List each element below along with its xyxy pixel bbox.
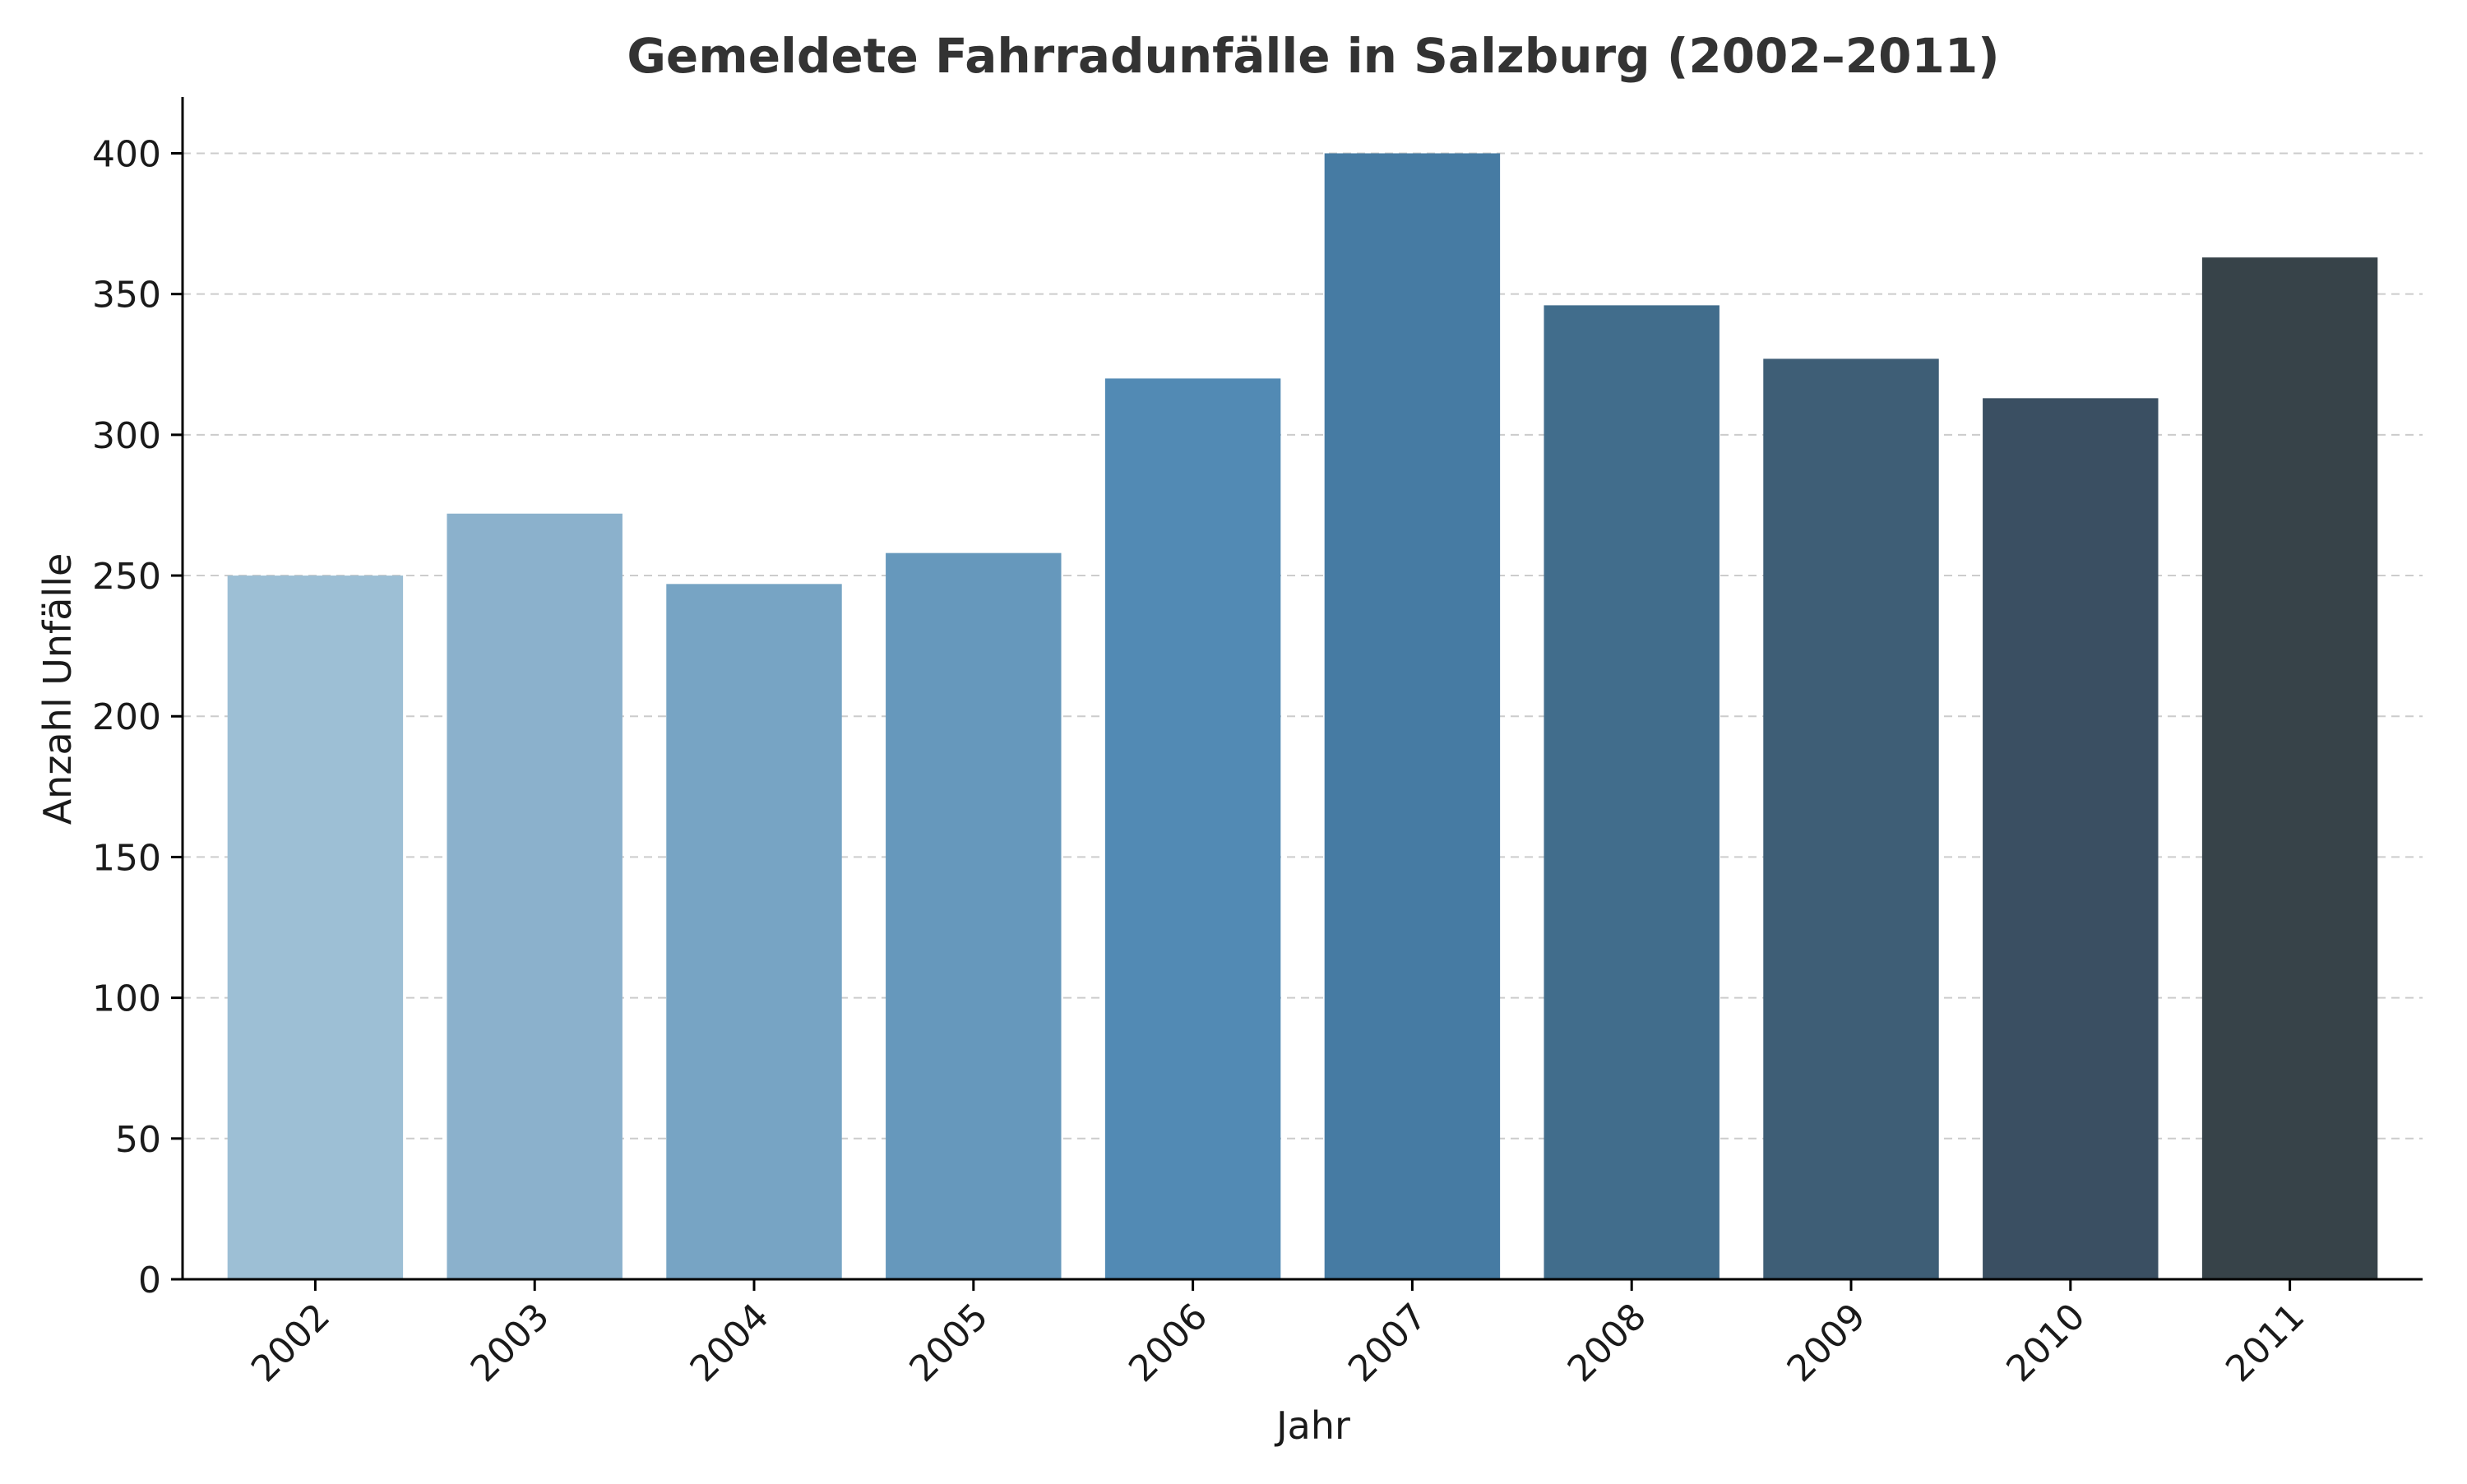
y-tick-label-150: 150: [92, 837, 161, 879]
bar-2006: [1104, 378, 1281, 1279]
bar-2007: [1324, 153, 1501, 1279]
y-tick-label-250: 250: [92, 556, 161, 598]
bars: [227, 153, 2378, 1280]
y-tick-label-100: 100: [92, 978, 161, 1020]
y-tick-label-350: 350: [92, 275, 161, 317]
x-axis-label: Jahr: [1274, 1403, 1350, 1448]
bar-2005: [886, 552, 1062, 1279]
y-tick-label-400: 400: [92, 133, 161, 175]
bar-2008: [1544, 305, 1719, 1279]
bar-2011: [2201, 257, 2378, 1280]
y-axis-label: Anzahl Unfälle: [35, 553, 80, 825]
bar-2009: [1763, 358, 1939, 1279]
y-tick-label-300: 300: [92, 415, 161, 457]
bar-2002: [227, 576, 404, 1279]
chart-title: Gemeldete Fahrradunfälle in Salzburg (20…: [627, 28, 1999, 84]
bar-2004: [666, 584, 842, 1279]
y-tick-label-200: 200: [92, 696, 161, 738]
bar-2003: [447, 513, 623, 1279]
bar-2010: [1983, 398, 2159, 1279]
y-tick-label-0: 0: [138, 1260, 161, 1301]
y-tick-label-50: 50: [115, 1119, 161, 1161]
y-ticks: 0 50 100 150 200 250 300 350 400: [92, 133, 183, 1301]
